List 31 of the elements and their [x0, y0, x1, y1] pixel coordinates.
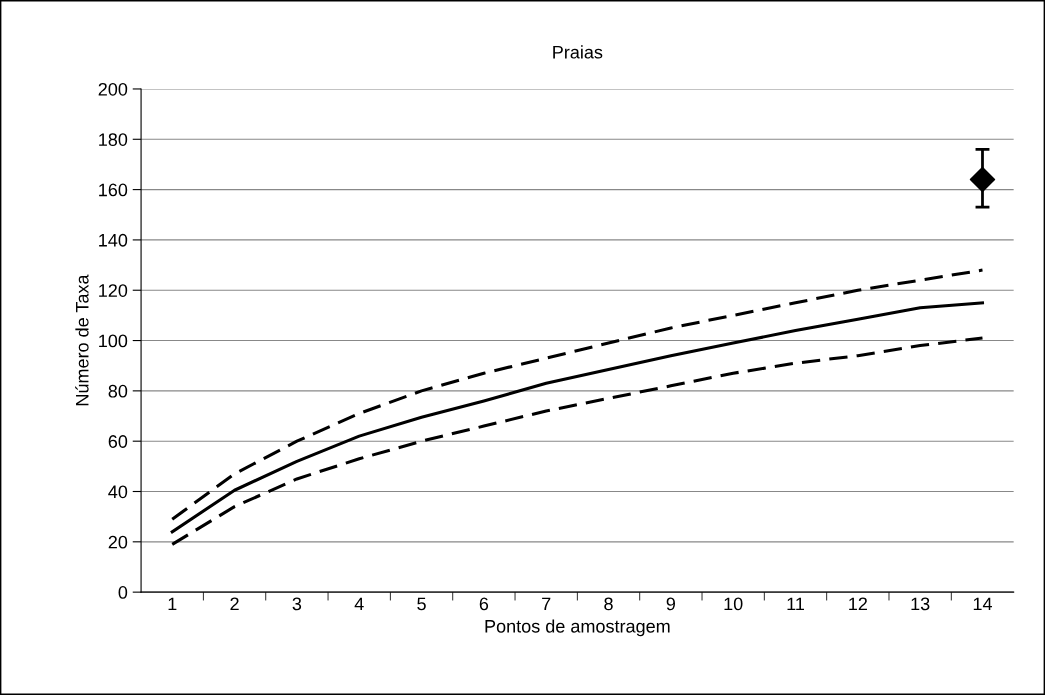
x-tick-label: 8: [604, 597, 613, 611]
y-tick-label: 40: [108, 485, 128, 499]
line-series: [170, 268, 985, 521]
y-tick-label: 200: [98, 82, 128, 96]
y-tick-label: 20: [108, 535, 128, 549]
y-tick-label: 140: [99, 233, 128, 247]
x-tick-label: 4: [354, 597, 364, 611]
line-series: [170, 336, 985, 546]
x-tick-label: 9: [666, 597, 676, 611]
y-tick-label: 60: [108, 435, 128, 448]
x-tick-label: 11: [787, 597, 804, 611]
x-tick-label: 5: [417, 597, 426, 611]
y-tick-label: 80: [108, 384, 128, 398]
x-tick-label: 10: [724, 597, 743, 611]
x-tick-label: 13: [911, 597, 930, 611]
x-tick-label: 6: [479, 597, 489, 611]
line-series: [170, 301, 985, 534]
y-tick-label: 0: [118, 586, 128, 599]
y-tick-label: 180: [99, 133, 128, 146]
x-tick-label: 7: [542, 597, 551, 611]
x-tick-label: 14: [973, 597, 992, 611]
x-tick-label: 1: [168, 597, 177, 611]
y-axis-title: Número de Taxa: [75, 274, 89, 406]
x-tick-label: 2: [230, 597, 239, 611]
x-tick-label: 12: [849, 597, 867, 611]
x-tick-label: 3: [292, 597, 302, 611]
y-tick-label: 100: [99, 334, 128, 348]
y-tick-label: 120: [99, 284, 128, 297]
y-tick-label: 160: [99, 183, 128, 197]
x-axis-title: Pontos de amostragem: [485, 619, 670, 637]
chart-title: Praias: [553, 45, 603, 59]
